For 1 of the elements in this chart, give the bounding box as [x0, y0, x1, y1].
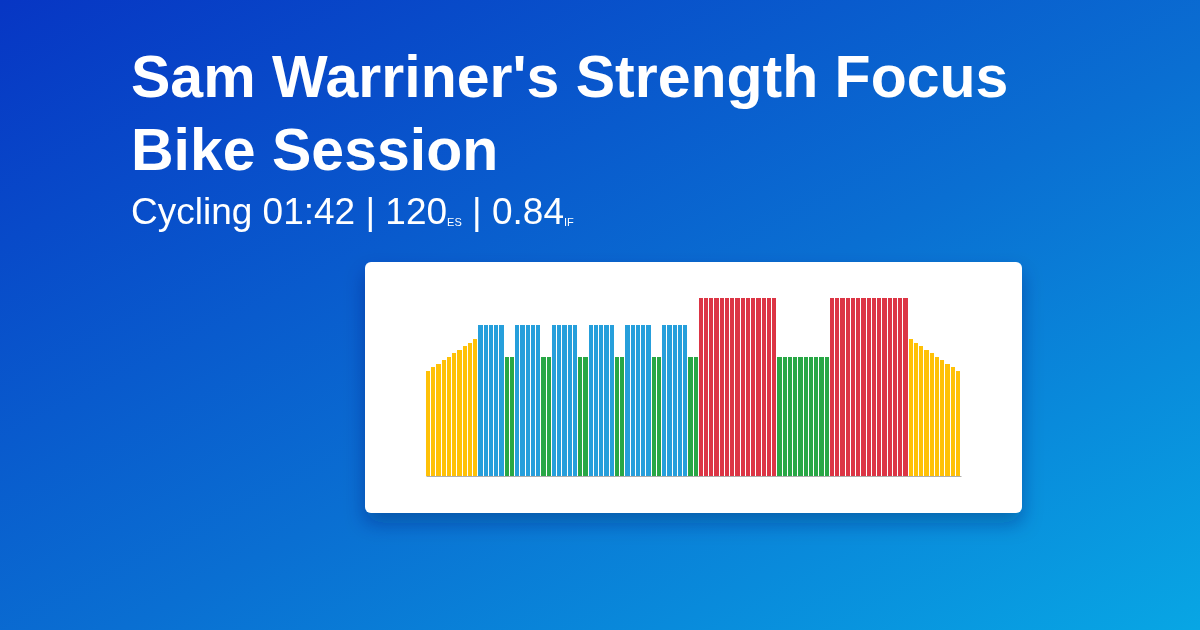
chart-title: Sam Warriner's Strength Focus Bike Session — [131, 44, 1009, 183]
